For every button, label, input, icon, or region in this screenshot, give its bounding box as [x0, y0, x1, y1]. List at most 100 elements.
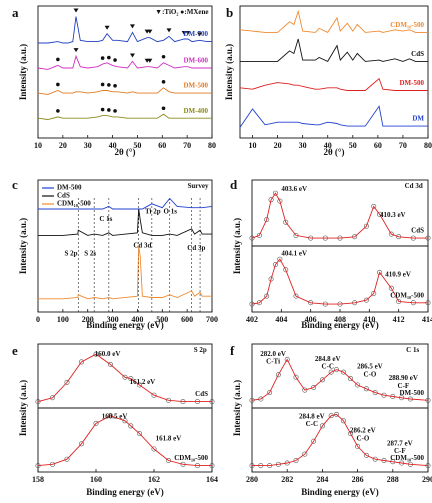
- x-tick-label: 70: [399, 141, 407, 150]
- data-point: [341, 418, 347, 424]
- data-point: [348, 431, 354, 437]
- legend-label: DM-500: [57, 184, 82, 192]
- data-point: [79, 441, 85, 447]
- series-label: DM-400: [184, 107, 209, 115]
- tio2-marker: [129, 53, 135, 58]
- data-point: [284, 356, 290, 362]
- annotation: 410.9 eV: [385, 271, 411, 279]
- x-tick-label: 402: [246, 315, 258, 324]
- x-tick-label: 158: [32, 475, 44, 484]
- data-point: [355, 382, 361, 388]
- x-tick-label: 500: [156, 315, 168, 324]
- series-line: [37, 113, 212, 120]
- data-point: [122, 374, 128, 380]
- series-line: [239, 9, 428, 33]
- mxene-marker: [161, 54, 166, 59]
- data-point: [277, 256, 283, 262]
- data-point: [363, 386, 369, 392]
- data-point: [371, 203, 377, 209]
- data-point: [372, 390, 378, 396]
- mxene-marker: [100, 56, 105, 60]
- mxene-marker: [161, 80, 166, 84]
- annotation: 282.0 eV: [260, 350, 286, 358]
- x-tick-label: 282: [281, 475, 293, 484]
- data-point: [79, 359, 85, 365]
- data-point: [302, 451, 308, 457]
- x-tick-label: 70: [183, 141, 191, 150]
- panel-letter: f: [230, 343, 235, 358]
- series-label: DM-500: [400, 389, 425, 397]
- x-tick-label: 100: [57, 315, 69, 324]
- annotation: C-Ti: [266, 358, 280, 366]
- annotation: 284.8 eV: [299, 413, 325, 421]
- data-point: [293, 293, 299, 299]
- data-point: [256, 232, 262, 238]
- tio2-marker: [147, 29, 153, 34]
- data-point: [302, 387, 308, 393]
- panel-letter: e: [12, 343, 18, 358]
- annotation: 403.6 eV: [281, 185, 307, 193]
- y-axis-label: Intensity (a.u.): [18, 44, 28, 100]
- data-point: [64, 379, 70, 385]
- x-tick-label: 40: [324, 141, 332, 150]
- data-point: [311, 385, 317, 391]
- x-tick-label: 162: [148, 475, 160, 484]
- annotation: Cd 3d: [405, 182, 423, 190]
- series-label: CDM₁₀-500: [390, 21, 424, 29]
- series-line: [37, 415, 212, 467]
- data-point: [319, 423, 325, 429]
- x-tick-label: 30: [299, 141, 307, 150]
- annotation: C-O: [356, 434, 369, 442]
- data-point: [49, 395, 55, 401]
- data-point: [64, 456, 70, 462]
- data-point: [137, 382, 143, 388]
- series-label: DM: [412, 115, 424, 123]
- data-point: [151, 392, 157, 398]
- annotation: 161.8 eV: [156, 434, 182, 442]
- plot-frame: [37, 5, 213, 139]
- data-point: [249, 235, 255, 241]
- series-label: CdS: [411, 227, 424, 235]
- x-tick-label: 414: [422, 315, 432, 324]
- annotation: 287.7 eV: [387, 439, 413, 447]
- data-point: [388, 231, 394, 237]
- x-tick-label: 286: [352, 475, 364, 484]
- annotation: O 1s: [164, 207, 178, 215]
- x-tick-label: 280: [246, 475, 258, 484]
- series-label: CDM₁₀-500: [390, 291, 424, 299]
- data-point: [166, 457, 172, 463]
- x-tick-label: 164: [206, 475, 218, 484]
- data-point: [371, 291, 377, 297]
- mxene-marker: [107, 55, 111, 60]
- x-axis-label: 2θ (°): [323, 147, 344, 157]
- series-line: [38, 245, 212, 300]
- x-axis-label: Binding energy (eV): [86, 487, 164, 497]
- series-label: DM-500: [400, 79, 425, 87]
- series-label: CdS: [195, 390, 208, 398]
- data-point: [264, 293, 270, 299]
- data-point: [272, 190, 278, 196]
- mxene-marker: [56, 57, 60, 62]
- plot-frame: [37, 179, 213, 313]
- data-point: [328, 369, 334, 375]
- x-tick-label: 20: [59, 141, 67, 150]
- series-line: [37, 87, 212, 95]
- data-point: [341, 369, 347, 375]
- mxene-marker: [113, 109, 117, 113]
- annotation: 286.5 eV: [357, 363, 383, 371]
- x-axis-label: Binding energy (eV): [301, 487, 379, 497]
- annotation: 161.2 eV: [130, 378, 156, 386]
- panel-letter: b: [226, 5, 233, 20]
- data-point: [355, 443, 361, 449]
- panel-letter: d: [230, 177, 238, 192]
- data-point: [363, 223, 369, 229]
- x-tick-label: 406: [305, 315, 317, 324]
- x-tick-label: 404: [275, 315, 287, 324]
- data-point: [277, 198, 283, 204]
- series-label: CDM₁₀-500: [390, 454, 424, 462]
- annotation: 286.2 eV: [350, 427, 376, 435]
- data-point: [272, 261, 278, 267]
- data-point: [388, 285, 394, 291]
- data-point: [108, 361, 114, 367]
